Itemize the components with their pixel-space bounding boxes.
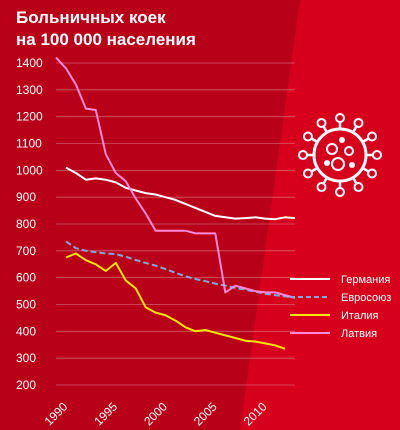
legend-label-eu: Евросоюз xyxy=(341,292,391,304)
y-tick-label-1200: 1200 xyxy=(16,110,43,124)
diagonal-panel xyxy=(0,0,300,430)
series-line-0 xyxy=(65,166,296,221)
series-line-2 xyxy=(65,252,286,350)
gridlines xyxy=(56,62,295,386)
legend-label-italy: Италия xyxy=(341,310,379,322)
y-tick-label-400: 400 xyxy=(16,324,36,338)
series-line-3 xyxy=(55,56,296,299)
y-tick-label-1000: 1000 xyxy=(16,163,43,177)
y-tick-label-1300: 1300 xyxy=(16,83,43,97)
y-tick-label-800: 800 xyxy=(16,217,36,231)
legend-item-eu: Евросоюз xyxy=(290,292,391,304)
y-tick-label-1400: 1400 xyxy=(16,56,43,70)
virus-icon xyxy=(298,113,382,197)
legend-item-germany: Германия xyxy=(290,274,390,286)
legend-label-germany: Германия xyxy=(341,274,390,286)
y-axis-ticks: 200 300 400 500 600 700 800 900 1000 1100 1200 1300… xyxy=(16,56,43,392)
y-tick-label-500: 500 xyxy=(16,298,36,312)
y-tick-label-900: 900 xyxy=(16,190,36,204)
chart-title-line-2: на 100 000 населения xyxy=(16,30,196,49)
legend-item-latvia: Латвия xyxy=(290,328,377,340)
y-tick-label-1100: 1100 xyxy=(16,137,42,151)
legend-item-italy: Италия xyxy=(290,310,379,322)
y-tick-label-300: 300 xyxy=(16,351,36,365)
legend-label-latvia: Латвия xyxy=(341,328,377,340)
y-tick-label-200: 200 xyxy=(16,378,36,392)
series-lines xyxy=(55,56,296,350)
y-tick-label-700: 700 xyxy=(16,244,36,258)
y-tick-label-600: 600 xyxy=(16,271,36,285)
legend: Германия Евросоюз Италия Латвия xyxy=(290,274,391,340)
chart-title-line-1: Больничных коек xyxy=(16,8,166,27)
